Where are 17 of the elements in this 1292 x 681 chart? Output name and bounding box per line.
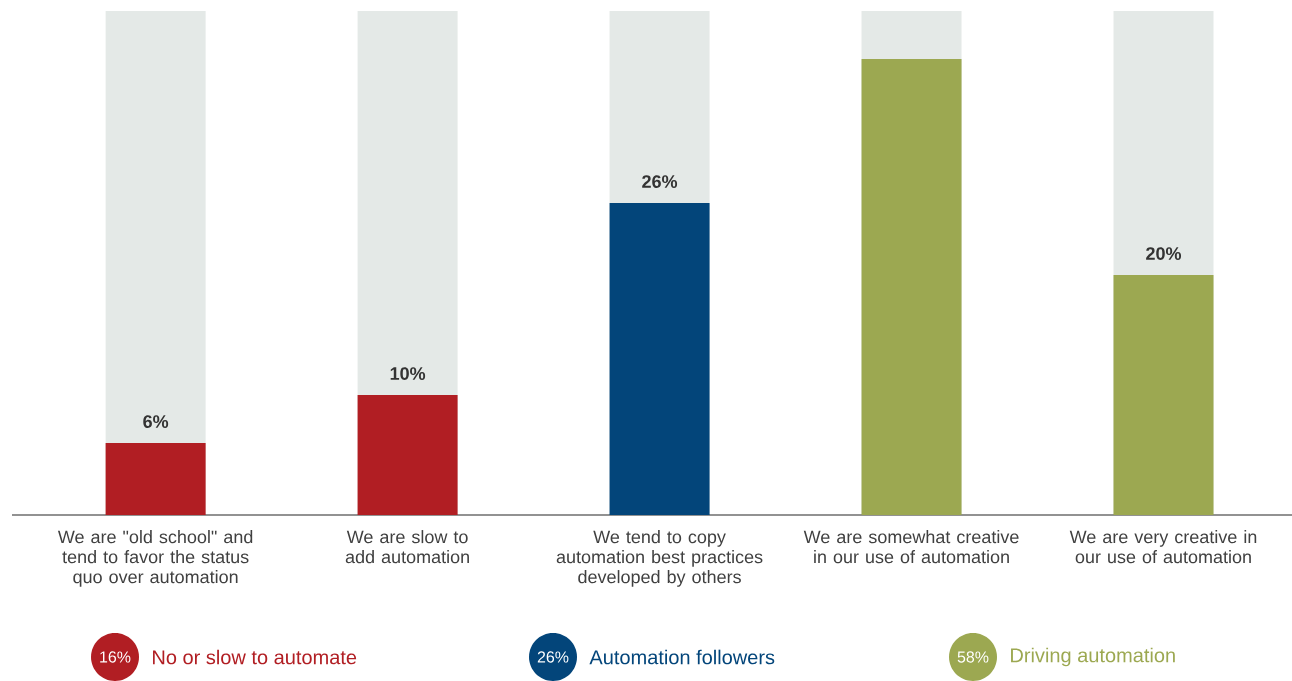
x-tick-label: We are "old school" and tend to favor the status quo over automation: [57, 530, 253, 587]
x-tick-label: We are very creative in our use of automation: [1069, 530, 1257, 564]
data-label: 6%: [143, 415, 169, 428]
data-label: 26%: [642, 175, 678, 188]
text: Driving automation: [1011, 647, 1175, 667]
text: 26%: [537, 651, 569, 663]
text: No or slow to automate: [153, 649, 357, 665]
x-tick-label: We are slow to add automation: [345, 530, 469, 564]
x-tick-label: We are somewhat creative in our use of automation: [803, 530, 1019, 564]
bar: [105, 443, 206, 515]
text: 58%: [957, 651, 989, 663]
data-label: 20%: [1146, 247, 1182, 260]
x-tick-label: We tend to copy automation best practices developed by others: [556, 530, 763, 587]
text: Automation followers: [589, 649, 775, 665]
bar: [357, 395, 458, 515]
text: 16%: [100, 651, 131, 663]
data-label: 10%: [390, 367, 426, 380]
